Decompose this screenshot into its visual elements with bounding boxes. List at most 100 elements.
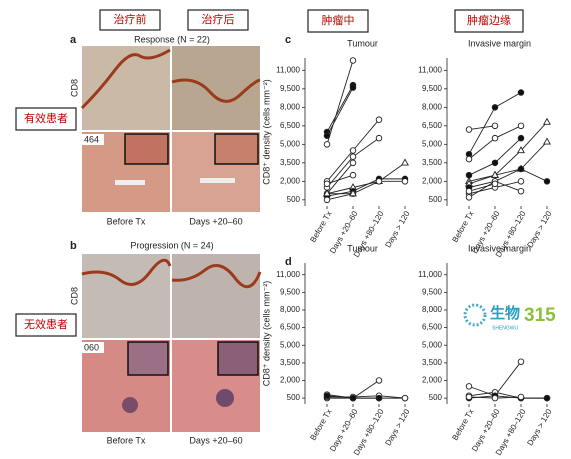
data-point: [349, 171, 357, 179]
y-tick-label: 5,000: [280, 139, 301, 148]
data-point: [491, 122, 499, 130]
series-line: [326, 174, 354, 185]
annotation-box: [307, 9, 369, 33]
data-point: [323, 132, 331, 139]
y-tick-label: 8,000: [422, 305, 443, 314]
data-point: [375, 394, 383, 402]
series-line: [326, 162, 354, 194]
patient-id: 464: [84, 134, 99, 144]
data-point: [517, 178, 525, 185]
data-point: [375, 116, 383, 123]
y-tick-label: 11,000: [418, 270, 442, 279]
y-tick-label: 11,000: [418, 65, 442, 74]
data-point: [349, 84, 357, 91]
y-tick-label: 500: [429, 195, 443, 204]
annotation-box: [454, 9, 524, 33]
y-tick-label: 500: [429, 393, 443, 402]
data-point: [465, 393, 473, 401]
y-tick-label: 6,500: [422, 323, 443, 332]
inset: [124, 133, 169, 165]
data-point: [517, 358, 525, 365]
caption: Before Tx: [107, 435, 146, 445]
data-point: [491, 159, 499, 167]
inset: [127, 341, 169, 376]
data-point: [375, 178, 383, 185]
data-point: [401, 158, 409, 166]
data-point: [323, 392, 331, 400]
data-point: [375, 377, 383, 384]
watermark-text: 生物: [490, 304, 520, 322]
chart-title: Tumour: [347, 38, 378, 48]
series-line: [326, 180, 405, 201]
inset: [214, 133, 259, 165]
annotation: 治疗前: [114, 12, 147, 26]
x-tick-label: Days > 120: [383, 209, 411, 249]
data-point: [491, 170, 499, 178]
series-line: [326, 84, 354, 133]
data-point: [323, 189, 331, 197]
y-tick-label: 9,500: [280, 84, 301, 93]
patient-id: 060: [84, 342, 99, 352]
y-tick-label: 2,000: [280, 376, 301, 385]
data-point: [517, 393, 525, 401]
data-point: [323, 141, 331, 148]
series-line: [468, 137, 522, 176]
annotation: 治疗后: [202, 12, 235, 26]
data-point: [323, 180, 331, 188]
data-point: [349, 159, 357, 167]
series-line: [326, 60, 354, 145]
stain-label: CD8: [69, 79, 79, 97]
panel-letter: c: [285, 34, 291, 46]
data-point: [349, 57, 357, 64]
annotation: 有效患者: [24, 111, 68, 125]
y-tick-label: 2,000: [422, 376, 443, 385]
panel-letter: a: [70, 34, 77, 46]
annotation: 肿瘤中: [322, 13, 355, 27]
y-tick-label: 2,000: [280, 176, 301, 185]
caption: Days +20–60: [189, 216, 242, 226]
watermark-pinyin: SHENGWU: [492, 325, 519, 331]
caption: Before Tx: [107, 216, 146, 226]
y-tick-label: 8,000: [280, 305, 301, 314]
series-line: [468, 395, 547, 399]
data-point: [517, 89, 525, 96]
y-tick-label: 5,000: [422, 139, 443, 148]
y-tick-label: 2,000: [422, 176, 443, 185]
annotation-box: [15, 107, 77, 131]
chart-title: Invasive margin: [468, 243, 531, 253]
data-point: [543, 394, 551, 402]
data-point: [349, 147, 357, 154]
series-line: [326, 162, 406, 195]
annotation: 无效患者: [24, 317, 68, 331]
data-point: [401, 178, 409, 185]
y-tick-label: 500: [287, 393, 301, 402]
ruler: [115, 180, 145, 185]
y-tick-label: 5,000: [280, 340, 301, 349]
inset: [217, 341, 259, 376]
x-tick-label: Before Tx: [308, 408, 333, 442]
data-point: [349, 394, 357, 402]
annotation: 肿瘤边缘: [467, 13, 511, 27]
y-tick-label: 11,000: [276, 270, 300, 279]
panel-letter: d: [285, 256, 292, 268]
data-point: [543, 137, 551, 145]
histology-image: [172, 46, 260, 130]
lesion: [122, 397, 138, 413]
data-point: [491, 104, 499, 111]
annotation-box: [15, 313, 77, 337]
data-point: [491, 134, 499, 142]
y-axis-label: CD8⁺ density (cells mm⁻²): [261, 79, 271, 185]
histology-image: [82, 254, 170, 338]
series-line: [468, 168, 548, 188]
series-line: [468, 125, 496, 130]
y-tick-label: 500: [287, 195, 301, 204]
data-point: [543, 117, 551, 125]
y-tick-label: 5,000: [422, 340, 443, 349]
data-point: [491, 394, 499, 402]
watermark-logo: [463, 303, 487, 327]
chart-title: Tumour: [347, 243, 378, 253]
data-point: [465, 383, 473, 390]
tumour-border: [171, 78, 261, 103]
panel-title: Response (N = 22): [134, 34, 210, 44]
